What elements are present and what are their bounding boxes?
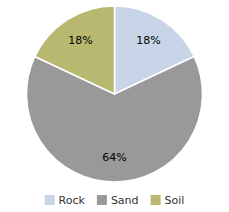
data-label: 18% xyxy=(68,34,92,47)
legend-swatch xyxy=(151,195,161,205)
legend: Rock Sand Soil xyxy=(45,194,185,207)
slices xyxy=(26,6,202,182)
data-label: 18% xyxy=(136,34,160,47)
data-labels: 18% 64% 18% xyxy=(68,34,160,164)
legend-swatch xyxy=(45,195,55,205)
legend-entry: Rock xyxy=(59,194,86,207)
chart: 18% 64% 18% Rock Sand Soil xyxy=(0,0,229,212)
page: {"chart_data": {"type": "pie", "categori… xyxy=(0,0,229,212)
legend-swatch xyxy=(97,195,107,205)
legend-entry: Soil xyxy=(165,194,185,207)
slice xyxy=(35,6,115,94)
data-label: 64% xyxy=(102,151,126,164)
legend-entry: Sand xyxy=(111,194,139,207)
